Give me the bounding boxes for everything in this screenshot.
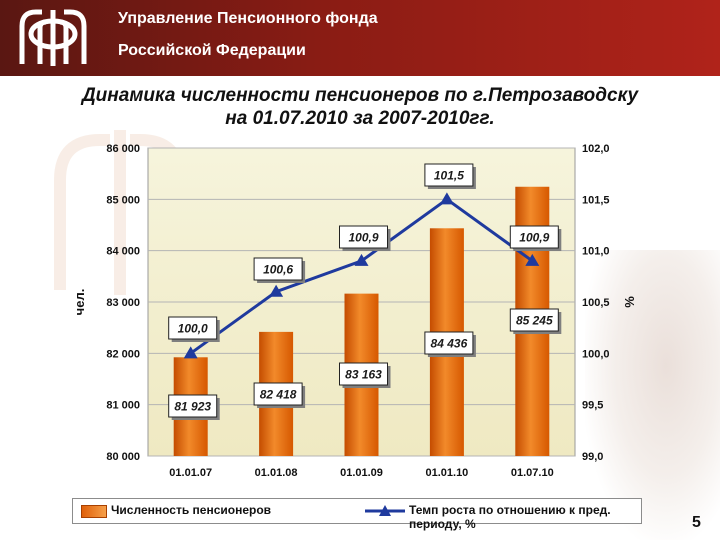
line-data-label-box <box>509 225 559 249</box>
page-title: Динамика численности пенсионеров по г.Пе… <box>0 84 720 130</box>
bar-data-label-box <box>339 362 388 386</box>
chart-area: 81 923 82 418 83 163 84 436 85 245 100,0 100,6… <box>72 143 637 479</box>
bar-data-label-box <box>424 331 474 355</box>
y-tick-label: 83 000 <box>106 297 140 309</box>
bar-data-label-box <box>168 394 218 418</box>
y2-tick-label: 101,5 <box>582 194 610 206</box>
line-data-label: 100,9 <box>519 231 549 245</box>
bar-data-label: 84 436 <box>431 337 468 351</box>
bar-data-label-box <box>253 382 303 406</box>
x-tick-label: 01.01.08 <box>255 467 298 479</box>
y2-tick-label: 100,5 <box>582 297 610 309</box>
y2-tick-label: 102,0 <box>582 143 610 155</box>
y-tick-label: 85 000 <box>106 194 140 206</box>
chart-legend: Численность пенсионеров Темп роста по от… <box>72 498 642 531</box>
header-banner: Управление Пенсионного фонда Российской … <box>0 0 720 76</box>
line-data-label-box <box>168 316 218 340</box>
org-name-line2: Российской Федерации <box>118 42 306 59</box>
x-tick-label: 01.01.07 <box>169 467 212 479</box>
line-data-label-box <box>253 257 303 281</box>
line-point-marker <box>269 284 284 297</box>
line-data-label: 100,6 <box>263 263 293 277</box>
bar-data-label: 83 163 <box>345 368 382 382</box>
line-data-label-box <box>339 225 388 249</box>
legend-label-bars: Численность пенсионеров <box>111 503 272 517</box>
y2-axis-title: % <box>622 296 637 308</box>
y2-tick-label: 100,0 <box>582 348 610 360</box>
y2-tick-label: 99,0 <box>582 451 603 463</box>
y-axis-title: чел. <box>72 289 87 316</box>
line-point-marker <box>439 192 454 205</box>
line-data-label: 101,5 <box>434 169 464 183</box>
line-point-marker <box>183 346 198 359</box>
line-data-label: 100,9 <box>348 231 378 245</box>
line-point-marker <box>525 253 540 266</box>
title-line1: Динамика численности пенсионеров по г.Пе… <box>81 85 639 106</box>
bar-data-label: 82 418 <box>260 388 297 402</box>
y-tick-label: 82 000 <box>106 348 140 360</box>
y-tick-label: 84 000 <box>106 246 140 258</box>
x-tick-label: 01.01.10 <box>425 467 468 479</box>
pension-fund-logo-icon <box>19 9 87 66</box>
title-line2: на 01.07.2010 за 2007-2010гг. <box>225 108 495 129</box>
y2-tick-label: 101,0 <box>582 246 610 258</box>
y2-tick-label: 99,5 <box>582 400 603 412</box>
y-tick-label: 80 000 <box>106 451 140 463</box>
org-name-line1: Управление Пенсионного фонда <box>118 10 378 27</box>
page-number: 5 <box>692 514 701 531</box>
line-data-label: 100,0 <box>178 322 208 336</box>
bar-data-label: 81 923 <box>174 400 211 414</box>
bar-data-label: 85 245 <box>516 314 553 328</box>
legend-bar-swatch <box>81 505 107 518</box>
x-tick-label: 01.01.09 <box>340 467 383 479</box>
background-person-photo <box>585 250 720 540</box>
bar-data-label-box <box>509 308 559 332</box>
y-tick-label: 81 000 <box>106 400 140 412</box>
legend-line-swatch <box>365 505 405 516</box>
line-point-marker <box>354 253 369 266</box>
x-tick-label: 01.07.10 <box>511 467 554 479</box>
legend-label-line: Темп роста по отношению к пред. периоду,… <box>409 503 611 531</box>
y-tick-label: 86 000 <box>106 143 140 155</box>
line-data-label-box <box>424 163 474 187</box>
